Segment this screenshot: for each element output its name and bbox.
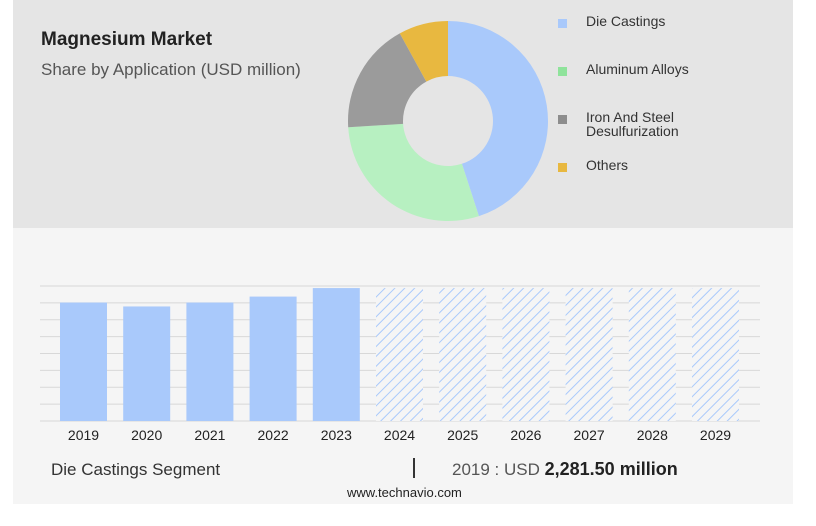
footer-divider — [413, 458, 415, 478]
bar-2022 — [249, 296, 297, 421]
bar-2019 — [60, 302, 107, 421]
bar-2027 — [565, 288, 613, 421]
x-tick-label: 2022 — [258, 427, 289, 443]
donut-slice-iron-and-steel-desulfurization — [348, 33, 427, 128]
x-tick-label: 2029 — [700, 427, 731, 443]
source-credit: www.technavio.com — [347, 485, 462, 500]
x-tick-label: 2019 — [68, 427, 99, 443]
x-tick-label: 2027 — [574, 427, 605, 443]
x-tick-label: 2024 — [384, 427, 415, 443]
donut-slice-die-castings — [448, 21, 548, 217]
chart-subtitle: Share by Application (USD million) — [41, 60, 301, 79]
legend-swatch — [558, 67, 567, 76]
legend-item-die-castings: Die Castings — [558, 14, 726, 28]
bar-2020 — [123, 306, 171, 421]
bar-2021 — [186, 302, 234, 421]
legend-label: Die Castings — [586, 13, 666, 29]
bar-chart: 2019 2020 2021 2022 2023 2024 2025 2026 2027 2028… — [40, 285, 760, 443]
legend-swatch — [558, 115, 567, 124]
chart-title: Magnesium Market — [41, 29, 213, 50]
segment-label: Die Castings Segment — [51, 460, 221, 479]
x-tick-label: 2025 — [447, 427, 478, 443]
bar-2029 — [692, 288, 739, 421]
x-tick-label: 2026 — [510, 427, 541, 443]
legend-label: Iron And Steel Desulfurization — [586, 109, 679, 139]
x-tick-label: 2023 — [321, 427, 352, 443]
donut-chart — [348, 21, 548, 221]
legend-label: Aluminum Alloys — [586, 61, 689, 77]
legend-swatch — [558, 19, 567, 28]
donut-slice-others — [399, 21, 448, 82]
legend-item-aluminum-alloys: Aluminum Alloys — [558, 62, 726, 76]
x-tick-label: 2021 — [194, 427, 225, 443]
legend-label: Others — [586, 157, 629, 173]
bar-2023 — [312, 288, 360, 421]
bar-2025 — [439, 288, 487, 421]
x-tick-label: 2028 — [637, 427, 668, 443]
legend-item-iron-steel: Iron And Steel Desulfurization — [558, 110, 726, 138]
segment-value: 2019 : USD 2,281.50 million — [452, 459, 678, 480]
legend-swatch — [558, 163, 567, 172]
legend-item-others: Others — [558, 158, 726, 172]
bar-2026 — [502, 288, 550, 421]
segment-value-amount: 2,281.50 million — [544, 459, 678, 479]
segment-value-prefix: 2019 : USD — [452, 460, 540, 479]
bar-2024 — [376, 288, 423, 421]
donut-slice-aluminum-alloys — [348, 123, 479, 221]
x-tick-label: 2020 — [131, 427, 162, 443]
bar-2028 — [628, 288, 676, 421]
